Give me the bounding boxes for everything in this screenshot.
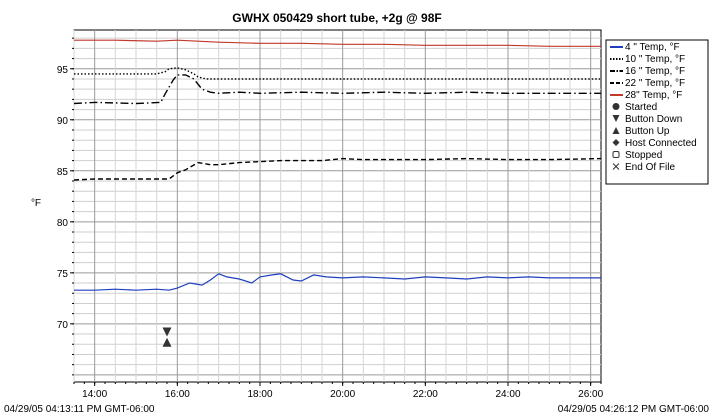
stopped-icon bbox=[612, 151, 620, 158]
chart-title: GWHX 050429 short tube, +2g @ 98F bbox=[232, 11, 441, 25]
legend-event-label-3: Button Up bbox=[625, 126, 670, 137]
series-line-4 bbox=[73, 157, 602, 181]
legend-event-label-4: Host Connected bbox=[625, 138, 697, 149]
end-timestamp: 04/29/05 04:26:12 PM GMT-06:00 bbox=[558, 404, 710, 415]
legend: 4 " Temp, °F10 " Temp, °F16 " Temp, °F22… bbox=[605, 39, 709, 185]
y-tick-label: 85 bbox=[57, 167, 69, 178]
start-timestamp: 04/29/05 04:13:11 PM GMT-06:00 bbox=[4, 404, 155, 415]
y-tick-label: 90 bbox=[57, 116, 69, 127]
y-tick-label: 80 bbox=[57, 218, 69, 229]
x-tick-label: 16:00 bbox=[165, 389, 190, 400]
button-down-icon bbox=[612, 115, 620, 122]
button-down-marker bbox=[162, 327, 172, 337]
x-tick-label: 26:00 bbox=[578, 389, 603, 400]
legend-event-label-5: Stopped bbox=[625, 150, 662, 161]
legend-label-3: 16 " Temp, °F bbox=[625, 66, 685, 77]
legend-box bbox=[605, 39, 709, 185]
series-line-2 bbox=[74, 67, 601, 80]
series-line-5 bbox=[74, 39, 601, 47]
legend-event-label-1: Started bbox=[625, 102, 657, 113]
legend-label-4: 22 " Temp, °F bbox=[625, 78, 685, 89]
plot-area: 70 75 80 85 90 95 14:00 16:00 18:00 20:00 22:00 24:… bbox=[57, 29, 604, 400]
host-connected-icon bbox=[612, 139, 620, 146]
legend-label-2: 10 " Temp, °F bbox=[625, 54, 685, 65]
legend-event-label-6: End Of File bbox=[625, 162, 675, 173]
started-icon bbox=[612, 103, 620, 110]
x-tick-label: 22:00 bbox=[413, 389, 438, 400]
x-tick-label: 14:00 bbox=[82, 389, 107, 400]
series-line-1 bbox=[74, 273, 601, 291]
series-line-3 bbox=[73, 74, 601, 105]
button-up-icon bbox=[612, 127, 620, 134]
x-tick-label: 18:00 bbox=[247, 389, 272, 400]
end-of-file-icon bbox=[612, 163, 620, 170]
x-tick-label: 24:00 bbox=[495, 389, 520, 400]
y-tick-label: 95 bbox=[57, 65, 69, 76]
legend-event-label-2: Button Down bbox=[625, 114, 682, 125]
x-tick-label: 20:00 bbox=[330, 389, 355, 400]
y-tick-label: 70 bbox=[57, 320, 69, 331]
legend-label-5: 28" Temp, °F bbox=[625, 90, 682, 101]
button-up-marker bbox=[162, 337, 172, 347]
y-axis-label: °F bbox=[31, 198, 41, 209]
legend-label-1: 4 " Temp, °F bbox=[625, 42, 680, 53]
plot-frame bbox=[73, 29, 602, 383]
y-tick-label: 75 bbox=[57, 269, 69, 280]
